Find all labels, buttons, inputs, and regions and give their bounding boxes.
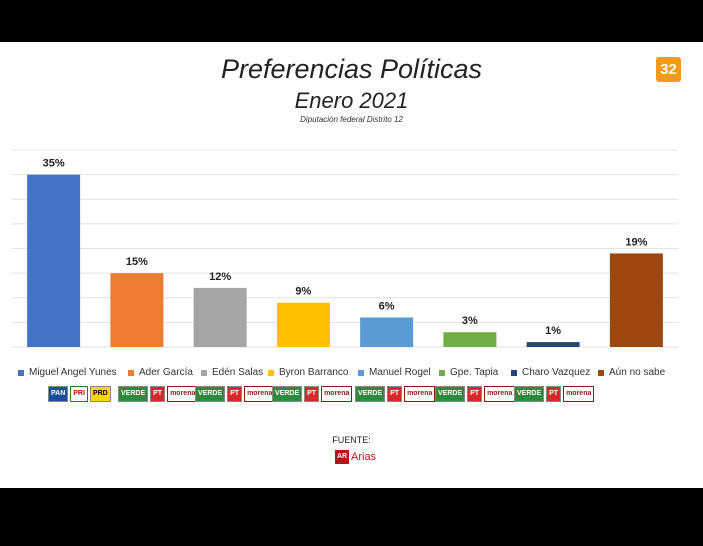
legend-swatch <box>358 369 364 376</box>
party-logo-verde: VERDE <box>514 386 545 402</box>
legend-label: Byron Barranco <box>279 367 349 378</box>
legend-item: Byron Barranco <box>268 367 348 378</box>
chart-title: Preferencias Políticas <box>220 54 483 84</box>
party-logo-morena: morena <box>167 386 199 402</box>
data-label-3: 9% <box>295 286 311 298</box>
source-logo: AR Arias <box>335 450 376 464</box>
party-logo-verde: VERDE <box>195 386 226 402</box>
legend-label: Aún no sabe <box>609 367 666 378</box>
party-logo-group: VERDE PT morena <box>435 386 516 402</box>
legend-item: Manuel Rogel <box>358 367 431 378</box>
party-logo-group: VERDE PT morena <box>514 386 595 402</box>
legend-label: Manuel Rogel <box>369 367 431 378</box>
party-logo-group: PAN PRI PRD <box>48 386 111 402</box>
legend-swatch <box>439 369 445 376</box>
bar-0 <box>27 174 81 347</box>
legend-label: Miguel Angel Yunes <box>29 367 117 378</box>
source-logo-mark: AR <box>335 450 349 464</box>
legend-item: Edén Salas <box>201 367 263 378</box>
party-logo-group: VERDE PT morena <box>355 386 436 402</box>
party-logo-group: VERDE PT morena <box>195 386 276 402</box>
legend-label: Ader García <box>139 367 193 378</box>
legend-swatch <box>18 369 24 376</box>
bar-4 <box>360 317 414 347</box>
party-logo-pt: PT <box>227 386 243 402</box>
party-logo-prd: PRD <box>89 386 111 402</box>
party-logo-pt: PT <box>150 386 166 402</box>
legend-item: Aún no sabe <box>598 367 665 378</box>
party-logo-pt: PT <box>304 386 320 402</box>
bar-chart: 35% 15% 12% 9% 6% 3% 1% 19% <box>12 149 678 348</box>
bar-7 <box>609 253 663 347</box>
party-logo-morena: morena <box>244 386 276 402</box>
source-label: FUENTE: <box>332 435 371 445</box>
legend-swatch <box>128 369 134 376</box>
chart-subtitle: Enero 2021 <box>294 88 409 113</box>
party-logo-group: VERDE PT morena <box>272 386 353 402</box>
party-logo-morena: morena <box>484 386 516 402</box>
party-logo-morena: morena <box>563 386 595 402</box>
bar-3 <box>276 302 330 347</box>
legend-label: Gpe. Tapia <box>450 367 499 378</box>
chart-panel: 35% 15% 12% 9% 6% 3% 1% 19% Preferencias Políti… <box>0 42 703 488</box>
channel-logo: 32 <box>656 57 681 82</box>
data-label-4: 6% <box>379 300 395 312</box>
legend-label: Charo Vazquez <box>522 367 591 378</box>
legend-item: Ader García <box>128 367 193 378</box>
bar-1 <box>110 273 164 347</box>
party-logo-verde: VERDE <box>272 386 303 402</box>
source-name: Arias <box>351 451 377 463</box>
data-label-2: 12% <box>209 271 231 283</box>
data-label-7: 19% <box>625 236 647 248</box>
bar-2 <box>193 287 247 347</box>
chart-caption: Diputación federal Distrito 12 <box>300 115 403 124</box>
party-logo-verde: VERDE <box>118 386 149 402</box>
legend-swatch <box>598 369 604 376</box>
bar-6 <box>526 342 580 347</box>
data-label-6: 1% <box>545 325 561 337</box>
legend-swatch <box>511 369 517 376</box>
data-label-1: 15% <box>126 256 148 268</box>
legend-item: Charo Vazquez <box>511 367 590 378</box>
legend-swatch <box>268 369 274 376</box>
legend-item: Gpe. Tapia <box>439 367 498 378</box>
party-logo-verde: VERDE <box>435 386 466 402</box>
party-logo-verde: VERDE <box>355 386 386 402</box>
data-label-5: 3% <box>462 315 478 327</box>
party-logo-pt: PT <box>387 386 403 402</box>
legend-swatch <box>201 369 207 376</box>
party-logo-morena: morena <box>404 386 436 402</box>
party-logo-pan: PAN <box>48 386 69 402</box>
legend-item: Miguel Angel Yunes <box>18 367 117 378</box>
legend-label: Edén Salas <box>212 367 264 378</box>
party-logo-pri: PRI <box>70 386 88 402</box>
party-logo-pt: PT <box>546 386 562 402</box>
party-logo-morena: morena <box>321 386 353 402</box>
data-label-0: 35% <box>43 158 65 170</box>
party-logo-pt: PT <box>467 386 483 402</box>
party-logo-group: VERDE PT morena <box>118 386 199 402</box>
bar-5 <box>443 332 497 347</box>
